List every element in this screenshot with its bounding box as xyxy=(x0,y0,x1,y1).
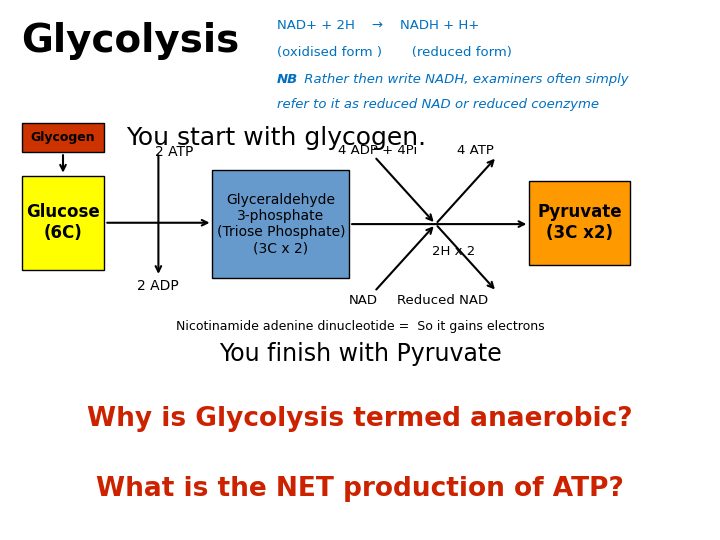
FancyBboxPatch shape xyxy=(22,123,104,152)
Text: Glucose
(6C): Glucose (6C) xyxy=(26,204,100,242)
Text: Glycogen: Glycogen xyxy=(31,131,95,144)
FancyBboxPatch shape xyxy=(529,181,630,265)
Text: 2H x 2: 2H x 2 xyxy=(432,245,475,258)
Text: 2 ADP: 2 ADP xyxy=(137,279,179,293)
Text: NAD+ + 2H    →    NADH + H+: NAD+ + 2H → NADH + H+ xyxy=(277,19,480,32)
Text: You start with glycogen.: You start with glycogen. xyxy=(126,126,426,150)
Text: Reduced NAD: Reduced NAD xyxy=(397,294,488,307)
Text: NB: NB xyxy=(277,73,299,86)
Text: Glycolysis: Glycolysis xyxy=(22,22,240,59)
Text: Why is Glycolysis termed anaerobic?: Why is Glycolysis termed anaerobic? xyxy=(87,406,633,431)
Text: What is the NET production of ATP?: What is the NET production of ATP? xyxy=(96,476,624,502)
Text: refer to it as reduced NAD or reduced coenzyme: refer to it as reduced NAD or reduced co… xyxy=(277,98,599,111)
FancyBboxPatch shape xyxy=(22,176,104,270)
Text: 4 ATP: 4 ATP xyxy=(456,144,494,157)
Text: Rather then write NADH, examiners often simply: Rather then write NADH, examiners often … xyxy=(300,73,629,86)
Text: Pyruvate
(3C x2): Pyruvate (3C x2) xyxy=(537,204,622,242)
Text: 2 ATP: 2 ATP xyxy=(155,145,193,159)
FancyBboxPatch shape xyxy=(212,170,349,278)
Text: 4 ADP + 4Pi: 4 ADP + 4Pi xyxy=(338,144,418,157)
Text: You finish with Pyruvate: You finish with Pyruvate xyxy=(219,342,501,366)
Text: (oxidised form )       (reduced form): (oxidised form ) (reduced form) xyxy=(277,46,512,59)
Text: Glyceraldehyde
3-phosphate
(Triose Phosphate)
(3C x 2): Glyceraldehyde 3-phosphate (Triose Phosp… xyxy=(217,193,345,255)
Text: NAD: NAD xyxy=(349,294,378,307)
Text: Nicotinamide adenine dinucleotide =  So it gains electrons: Nicotinamide adenine dinucleotide = So i… xyxy=(176,320,544,333)
